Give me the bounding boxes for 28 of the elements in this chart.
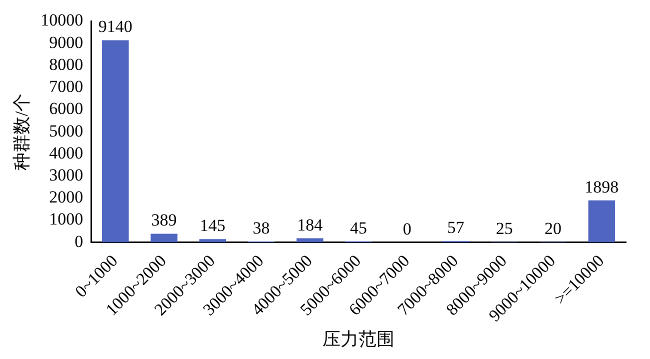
data-label: 145 [200,216,226,236]
bar [102,40,129,242]
y-axis-title: 种群数/个 [12,93,32,170]
data-label: 25 [496,218,513,238]
y-tick-label: 10000 [40,10,84,30]
data-label: 1898 [584,177,619,196]
y-tick-label: 3000 [49,165,84,184]
data-label: 57 [447,218,465,238]
data-label: 45 [350,218,368,238]
data-label: 184 [297,215,324,234]
y-tick-label: 5000 [49,121,84,140]
y-tick-label: 0 [74,232,84,251]
data-label: 20 [544,218,562,238]
data-label: 9140 [98,17,132,36]
x-axis-title: 压力范围 [322,328,395,349]
y-tick-label: 6000 [49,99,84,118]
y-tick-label: 4000 [49,143,84,162]
data-label: 389 [151,210,177,230]
y-tick-label: 7000 [49,77,84,96]
y-tick-label: 8000 [49,54,84,74]
bar [588,200,616,242]
data-label: 38 [252,218,270,238]
y-tick-label: 9000 [49,32,84,52]
y-tick-label: 1000 [49,210,84,229]
y-tick-label: 2000 [49,188,84,207]
data-label: 0 [402,219,412,238]
bar [199,239,226,242]
bar [150,234,178,242]
